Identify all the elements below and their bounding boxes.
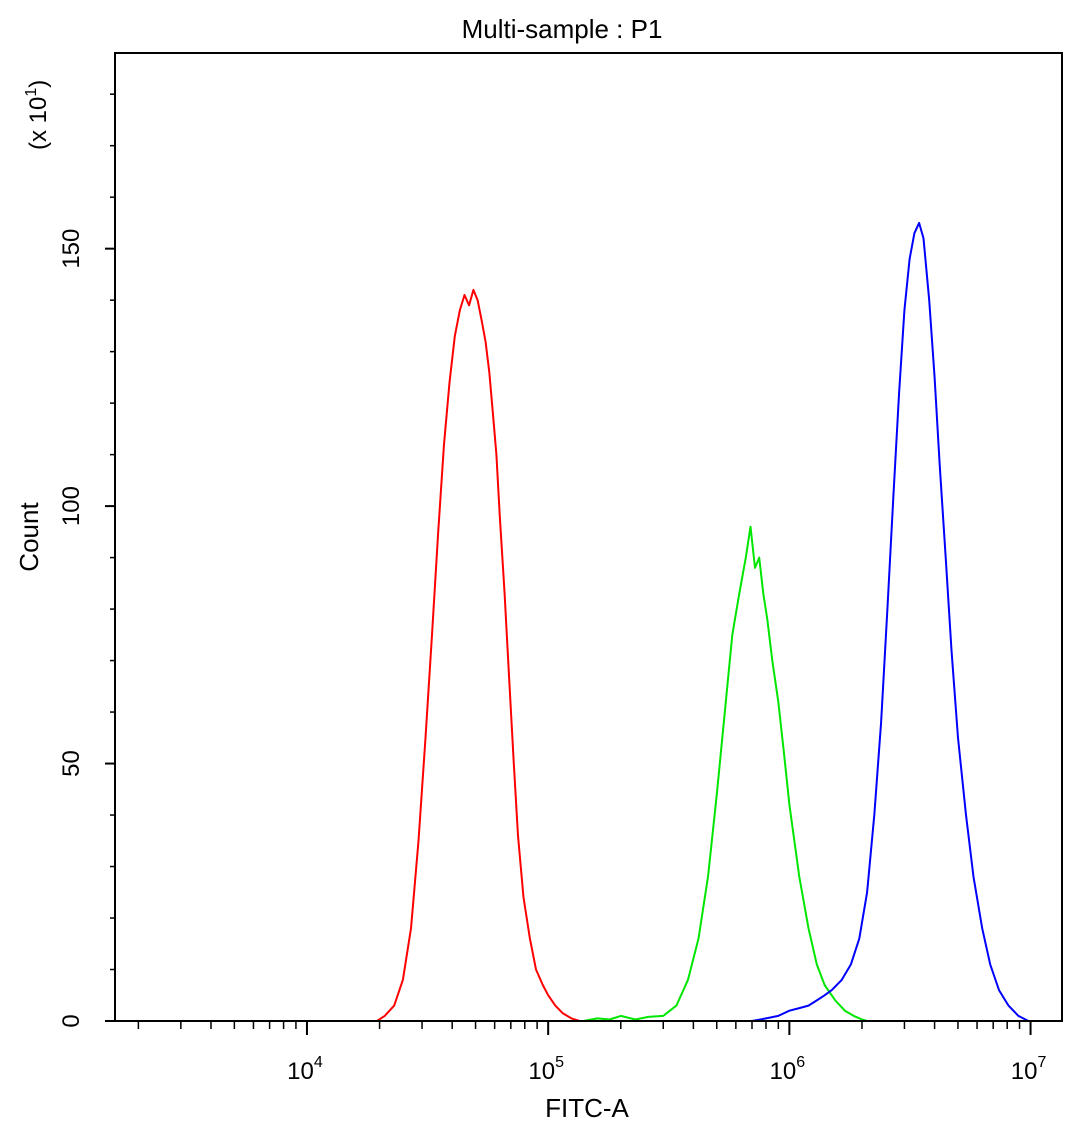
y-multiplier-close: ) [25,80,52,88]
y-axis-multiplier: (x 101) [23,80,52,150]
series-line-3 [735,221,1029,1022]
y-axis-title: Count [14,502,44,572]
x-tick-label: 105 [528,1054,564,1085]
plot-frame [114,52,1063,1022]
chart-title: Multi-sample : P1 [462,14,663,44]
y-tick-label: 100 [58,486,85,526]
x-tick-label: 104 [287,1054,323,1085]
y-tick-label: 0 [58,1014,85,1027]
x-tick-base: 10 [770,1058,797,1085]
y-tick-label: 50 [58,750,85,777]
y-multiplier-exp: 1 [23,88,40,97]
y-multiplier-base: (x 10 [25,97,52,150]
x-tick-exp: 6 [796,1054,805,1071]
series-line-2 [583,525,868,1022]
x-tick-label: 106 [770,1054,806,1085]
x-tick-exp: 4 [314,1054,323,1071]
x-tick-base: 10 [287,1058,314,1085]
series-line-1 [376,288,580,1022]
x-tick-base: 10 [1011,1058,1038,1085]
x-tick-label: 107 [1011,1054,1047,1085]
x-axis: 104 105 106 107 [137,1021,1047,1085]
series-layer [376,221,1029,1022]
x-tick-exp: 7 [1037,1054,1046,1071]
svg-text:(x 101): (x 101) [23,80,52,150]
x-axis-title: FITC-A [545,1093,629,1123]
x-tick-base: 10 [528,1058,555,1085]
x-tick-exp: 5 [555,1054,564,1071]
y-tick-label: 150 [58,229,85,269]
y-axis: 0 50 100 150 [58,93,115,1028]
